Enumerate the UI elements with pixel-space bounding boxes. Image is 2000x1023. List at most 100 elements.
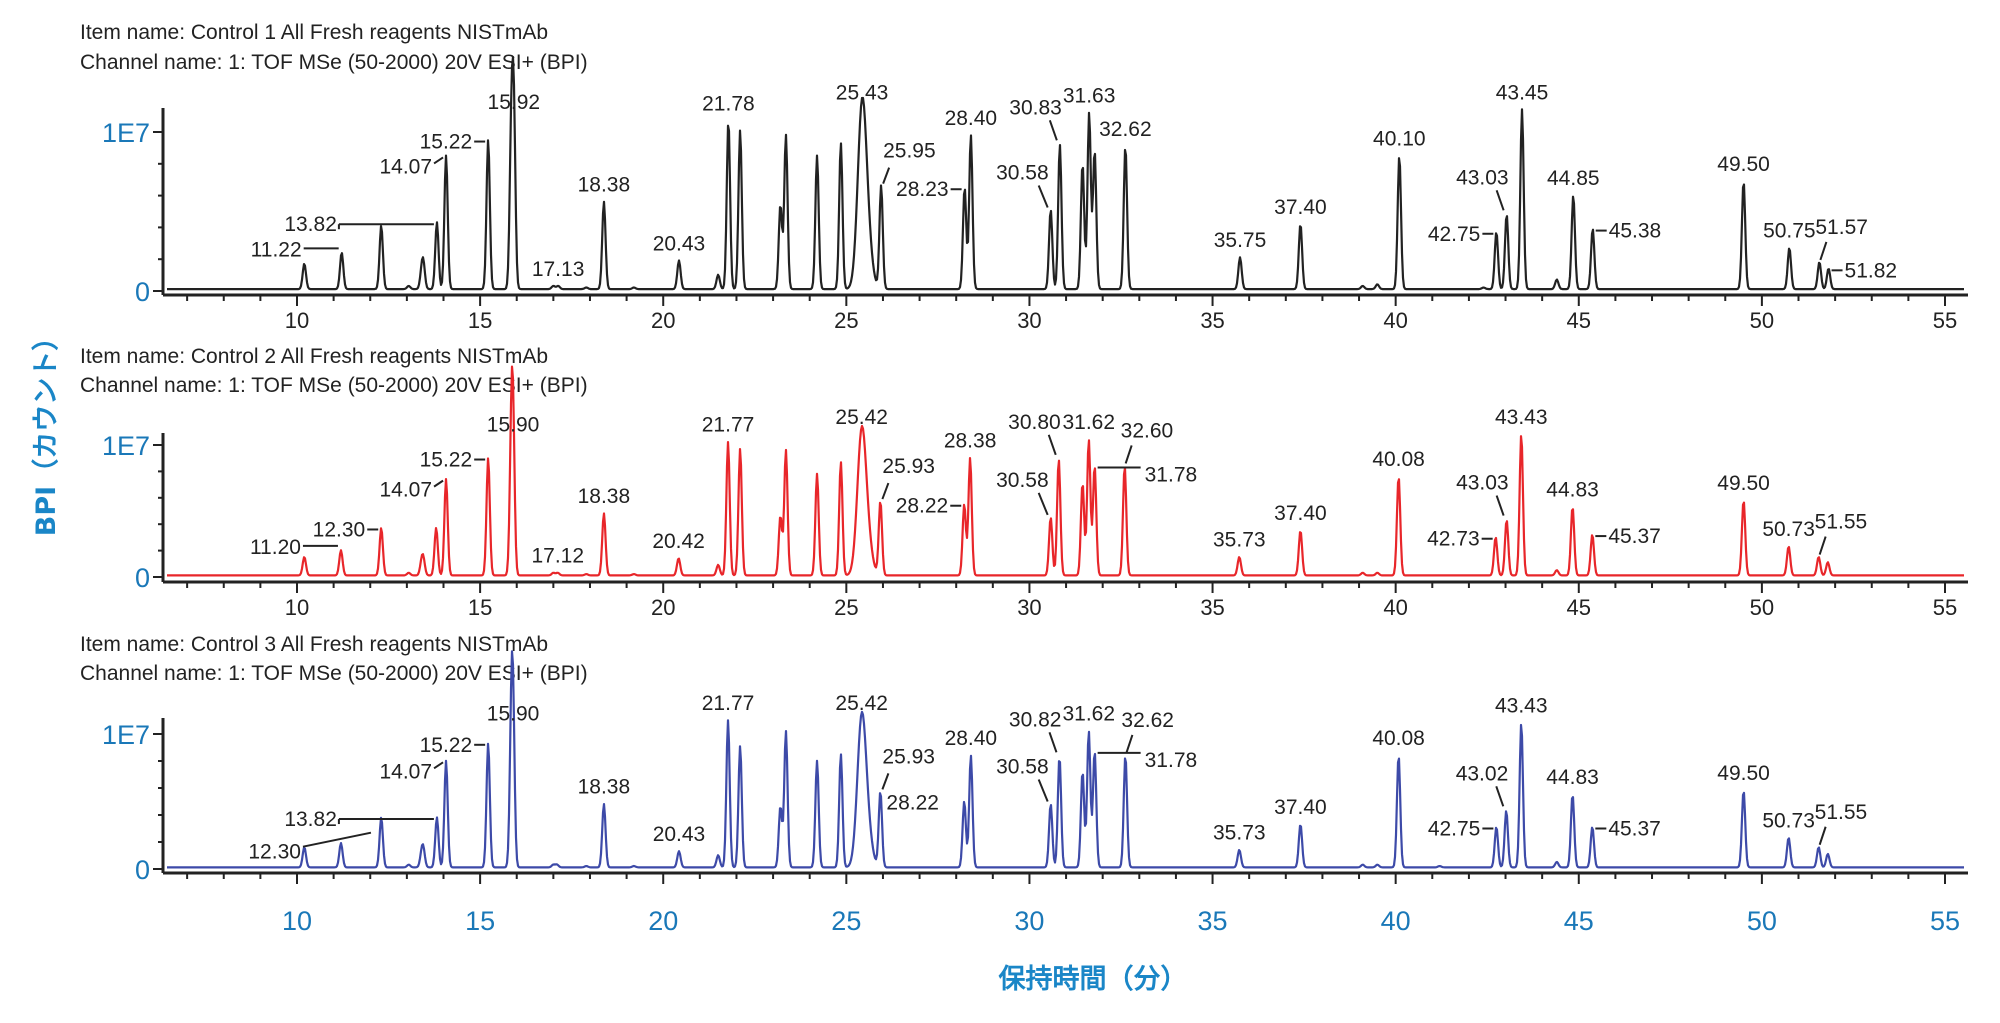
peak-label: 28.22 [886, 791, 939, 814]
chromatogram-panel: Item name: Control 1 All Fresh reagents … [80, 21, 1968, 333]
peak-label-leader [881, 482, 890, 500]
x-tick-label: 20 [648, 906, 678, 936]
x-tick-label: 40 [1383, 595, 1407, 620]
peak-label: 49.50 [1717, 472, 1770, 495]
peak-label: 51.57 [1815, 216, 1868, 239]
peak-label: 15.22 [420, 449, 473, 472]
peak-label: 37.40 [1274, 796, 1327, 819]
x-tick-label: 35 [1198, 906, 1228, 936]
item-name: Item name: Control 2 All Fresh reagents … [80, 345, 548, 368]
peak-label-leader [1495, 189, 1505, 211]
chromatogram-panel: Item name: Control 3 All Fresh reagents … [80, 633, 1968, 936]
peak-label: 45.37 [1608, 818, 1661, 841]
peak-label-leader [433, 761, 444, 770]
peak-label: 31.78 [1145, 749, 1198, 772]
chromatogram-panel: Item name: Control 2 All Fresh reagents … [80, 345, 1968, 620]
peak-label: 43.03 [1456, 472, 1509, 495]
x-tick-label: 25 [834, 595, 858, 620]
peak-label: 49.50 [1717, 153, 1770, 176]
peak-label-leader [433, 156, 444, 165]
peak-label: 25.93 [882, 745, 935, 768]
peak-label: 40.08 [1372, 727, 1425, 750]
x-tick-label: 50 [1750, 308, 1774, 333]
peak-label: 37.40 [1274, 196, 1327, 219]
peak-label: 20.43 [653, 823, 706, 846]
x-tick-label: 55 [1930, 906, 1960, 936]
peak-label: 31.62 [1062, 703, 1115, 726]
peak-label: 45.38 [1609, 220, 1662, 243]
peak-label: 31.78 [1145, 463, 1198, 486]
x-tick-label: 10 [282, 906, 312, 936]
peak-label: 17.12 [531, 544, 584, 567]
chromatogram-trace [166, 650, 1965, 869]
x-tick-label: 40 [1381, 906, 1411, 936]
peak-label: 50.73 [1762, 518, 1815, 541]
peak-label: 12.30 [313, 518, 366, 541]
peak-label: 28.40 [945, 107, 998, 130]
item-name: Item name: Control 1 All Fresh reagents … [80, 21, 548, 44]
peak-label: 15.90 [487, 703, 540, 726]
x-tick-label: 25 [834, 308, 858, 333]
peak-label: 35.73 [1213, 529, 1266, 552]
peak-label: 17.13 [532, 258, 585, 281]
peak-label: 32.60 [1121, 419, 1174, 442]
y-tick-label: 1E7 [102, 720, 150, 750]
peak-label-leader [1818, 536, 1827, 555]
peak-label: 20.42 [652, 530, 705, 553]
y-axis-title: BPI（カウント） [31, 324, 62, 536]
peak-label: 51.55 [1815, 801, 1868, 824]
x-tick-label: 10 [285, 595, 309, 620]
x-tick-label: 55 [1933, 308, 1957, 333]
peak-label: 40.10 [1373, 127, 1426, 150]
x-tick-label: 15 [468, 308, 492, 333]
peak-label: 42.75 [1428, 223, 1481, 246]
peak-label: 31.63 [1063, 85, 1116, 108]
peak-label: 28.23 [896, 178, 949, 201]
peak-label: 21.77 [702, 692, 755, 715]
x-tick-label: 20 [651, 308, 675, 333]
x-axis-title: 保持時間（分） [998, 964, 1188, 995]
peak-label-leader [1495, 785, 1505, 807]
peak-label: 31.62 [1062, 411, 1115, 434]
peak-label-leader [881, 773, 890, 790]
peak-label: 25.42 [835, 406, 888, 429]
channel-name: Channel name: 1: TOF MSe (50-2000) 20V E… [80, 374, 588, 397]
x-tick-label: 50 [1747, 906, 1777, 936]
peak-label: 14.07 [379, 479, 432, 502]
x-tick-label: 20 [651, 595, 675, 620]
peak-label: 43.45 [1496, 81, 1549, 104]
peak-label: 45.37 [1608, 525, 1661, 548]
peak-label-leader [1819, 241, 1828, 261]
chromatogram-trace [166, 56, 1965, 291]
peak-label-leader [302, 831, 372, 848]
x-tick-label: 15 [468, 595, 492, 620]
peak-label: 15.92 [488, 91, 541, 114]
peak-label: 30.82 [1009, 708, 1062, 731]
item-name: Item name: Control 3 All Fresh reagents … [80, 633, 548, 656]
peak-label: 11.20 [250, 536, 301, 559]
peak-label: 28.22 [896, 495, 949, 518]
peak-label: 11.22 [251, 238, 302, 261]
peak-label: 18.38 [578, 776, 631, 799]
peak-label-leader [1124, 445, 1133, 464]
y-tick-label: 1E7 [102, 431, 150, 461]
x-tick-label: 45 [1567, 308, 1591, 333]
x-tick-label: 10 [285, 308, 309, 333]
x-tick-label: 40 [1383, 308, 1407, 333]
peak-label-leader [1495, 495, 1505, 516]
peak-label: 44.85 [1547, 167, 1600, 190]
peak-label-leader [1125, 734, 1134, 754]
peak-label: 18.38 [578, 485, 631, 508]
y-tick-label: 0 [135, 563, 150, 593]
peak-label: 44.83 [1546, 478, 1599, 501]
peak-label: 42.75 [1428, 818, 1481, 841]
peak-label: 25.43 [836, 81, 889, 104]
x-tick-label: 45 [1567, 595, 1591, 620]
peak-label: 40.08 [1372, 448, 1425, 471]
peak-label: 15.22 [420, 734, 473, 757]
peak-label: 35.73 [1213, 821, 1266, 844]
peak-label: 21.77 [702, 414, 755, 437]
x-tick-label: 30 [1017, 308, 1041, 333]
peak-label: 49.50 [1717, 762, 1770, 785]
